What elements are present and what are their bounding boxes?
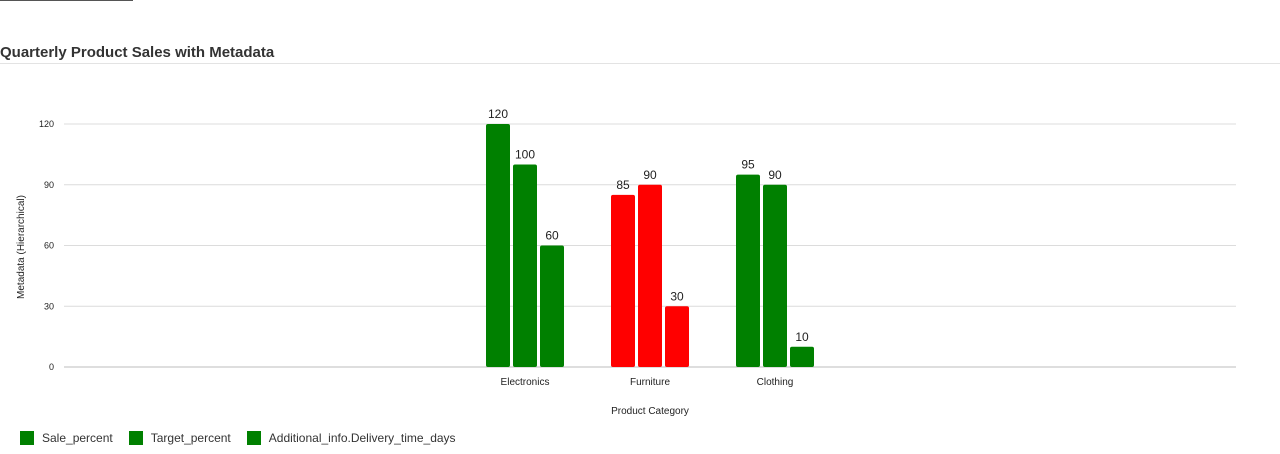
bar <box>540 245 564 367</box>
bar <box>790 346 814 367</box>
x-tick-label: Electronics <box>501 377 550 388</box>
data-labels: 120 100 60 85 90 30 95 90 10 <box>488 107 809 344</box>
bar <box>611 194 635 367</box>
bar <box>736 174 760 367</box>
legend-swatch <box>246 431 261 445</box>
bar-value-label: 90 <box>643 168 657 182</box>
legend-label: Sale_percent <box>42 431 113 445</box>
legend-item[interactable]: Sale_percent <box>20 431 113 445</box>
chart-legend: Sale_percent Target_percent Additional_inf… <box>20 431 472 445</box>
bar-value-label: 100 <box>515 148 535 162</box>
legend-label: Additional_info.Delivery_time_days <box>268 431 456 445</box>
x-axis-title: Product Category <box>611 406 689 417</box>
legend-swatch <box>20 431 34 445</box>
bar <box>638 184 662 367</box>
top-tab-indicator <box>0 0 133 1</box>
y-tick-label: 90 <box>44 180 54 190</box>
bar <box>763 184 787 367</box>
title-divider <box>0 63 1280 64</box>
bar-value-label: 30 <box>670 289 684 303</box>
x-tick-label: Clothing <box>757 377 794 388</box>
x-axis-ticks: Electronics Furniture Clothing <box>501 377 794 388</box>
bar <box>486 124 510 367</box>
legend-item[interactable]: Additional_info.Delivery_time_days <box>246 431 456 445</box>
bar <box>665 306 689 367</box>
y-tick-label: 30 <box>44 301 54 311</box>
y-tick-label: 0 <box>49 362 54 372</box>
legend-label: Target_percent <box>150 431 231 445</box>
bars <box>486 124 814 367</box>
bar-value-label: 90 <box>768 168 782 182</box>
y-axis-ticks: 0 30 60 90 120 <box>39 119 54 372</box>
x-tick-label: Furniture <box>630 377 670 388</box>
y-axis-title: Metadata (Hierarchical) <box>16 195 27 299</box>
bar-value-label: 120 <box>488 107 508 121</box>
bar <box>513 164 537 367</box>
bar-value-label: 95 <box>741 158 755 172</box>
legend-swatch <box>128 431 143 445</box>
y-tick-label: 120 <box>39 119 54 129</box>
bar-value-label: 85 <box>616 178 630 192</box>
y-tick-label: 60 <box>44 241 54 251</box>
chart-title: Quarterly Product Sales with Metadata <box>0 44 275 61</box>
bar-value-label: 60 <box>545 229 559 243</box>
bar-value-label: 10 <box>795 330 809 344</box>
legend-item[interactable]: Target_percent <box>128 431 231 445</box>
